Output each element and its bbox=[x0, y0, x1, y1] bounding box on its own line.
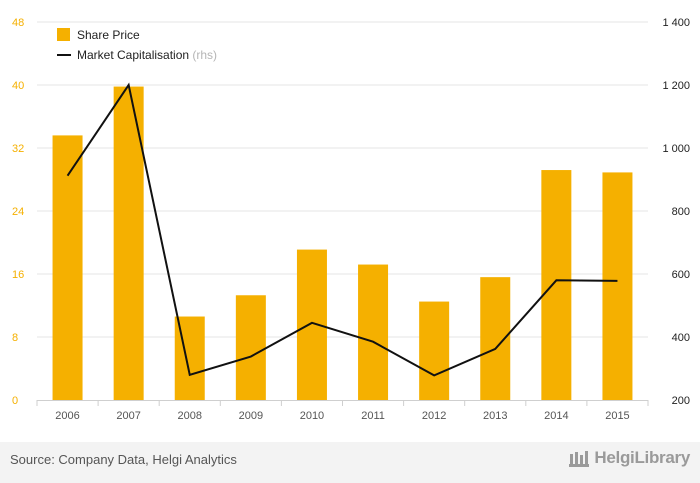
y-right-tick-label: 1 200 bbox=[662, 80, 690, 92]
legend: Share Price Market Capitalisation (rhs) bbox=[57, 28, 217, 62]
y-left-tick-label: 40 bbox=[12, 80, 24, 92]
x-tick-label: 2006 bbox=[55, 410, 79, 422]
y-right-tick-label: 400 bbox=[672, 332, 690, 344]
source-note: Source: Company Data, Helgi Analytics bbox=[10, 452, 237, 467]
share-price-bar bbox=[541, 170, 572, 400]
legend-label-market-cap: Market Capitalisation (rhs) bbox=[77, 48, 217, 62]
y-right-tick-label: 1 000 bbox=[662, 143, 690, 155]
x-tick-label: 2014 bbox=[544, 410, 568, 422]
share-price-bar bbox=[296, 249, 327, 400]
x-tick-label: 2009 bbox=[239, 410, 263, 422]
bar-series bbox=[52, 86, 633, 400]
share-price-bar bbox=[113, 86, 144, 400]
share-price-bar bbox=[419, 301, 450, 400]
y-left-tick-label: 8 bbox=[12, 332, 18, 344]
x-tick-label: 2011 bbox=[361, 410, 385, 422]
y-left-tick-label: 0 bbox=[12, 395, 18, 407]
legend-swatch-share-price bbox=[57, 28, 70, 41]
x-tick-label: 2012 bbox=[422, 410, 446, 422]
x-tick-label: 2008 bbox=[178, 410, 202, 422]
y-left-tick-label: 48 bbox=[12, 17, 24, 29]
y-left-tick-label: 32 bbox=[12, 143, 24, 155]
y-left-tick-label: 16 bbox=[12, 269, 24, 281]
share-price-bar bbox=[602, 172, 633, 400]
footer: Source: Company Data, Helgi Analytics He… bbox=[0, 442, 700, 483]
legend-rhs-note: (rhs) bbox=[192, 48, 217, 62]
brand-logo[interactable]: HelgiLibrary bbox=[568, 448, 690, 468]
x-tick-label: 2013 bbox=[483, 410, 507, 422]
market-cap-line bbox=[66, 82, 618, 377]
y-right-tick-label: 600 bbox=[672, 269, 690, 281]
share-price-bar bbox=[358, 264, 389, 400]
share-price-bar bbox=[52, 135, 83, 400]
y-right-tick-label: 1 400 bbox=[662, 17, 690, 29]
legend-label-share-price: Share Price bbox=[77, 28, 140, 42]
y-right-tick-label: 800 bbox=[672, 206, 690, 218]
line-series bbox=[66, 82, 618, 377]
x-tick-label: 2007 bbox=[116, 410, 140, 422]
x-tick-label: 2015 bbox=[605, 410, 629, 422]
brand-name: HelgiLibrary bbox=[594, 448, 690, 467]
share-price-bar bbox=[235, 295, 266, 400]
y-left-tick-label: 24 bbox=[12, 206, 24, 218]
library-icon bbox=[569, 451, 590, 467]
x-tick-label: 2010 bbox=[300, 410, 324, 422]
y-right-tick-label: 200 bbox=[672, 395, 690, 407]
